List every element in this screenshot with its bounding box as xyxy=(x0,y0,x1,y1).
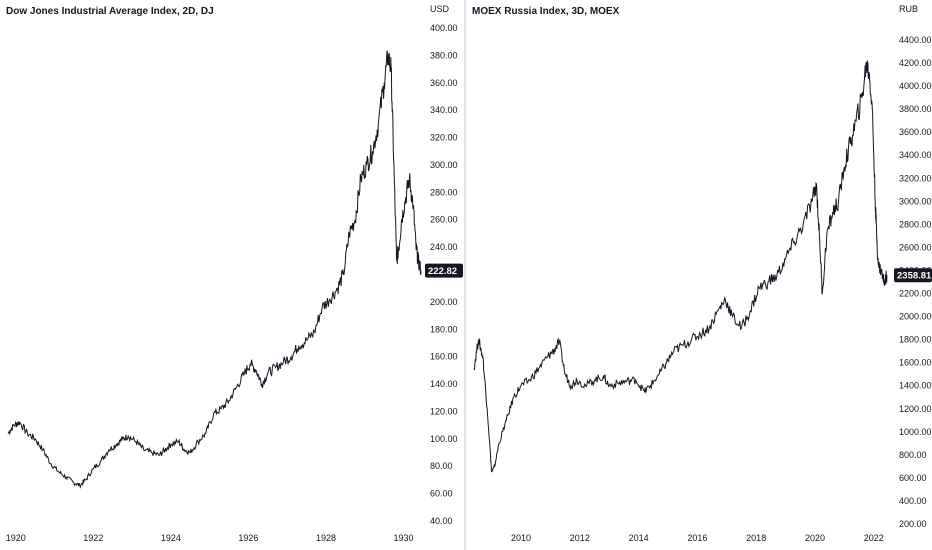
y-tick-label: 1400.00 xyxy=(899,381,932,391)
y-tick-label: 2200.00 xyxy=(899,289,932,299)
dow-jones-chart-panel[interactable]: Dow Jones Industrial Average Index, 2D, … xyxy=(0,0,464,550)
y-tick-label: 40.00 xyxy=(430,516,453,526)
y-tick-label: 2800.00 xyxy=(899,219,932,229)
last-price-badge xyxy=(425,263,463,278)
y-tick-label: 200.00 xyxy=(899,519,927,529)
y-tick-label: 1200.00 xyxy=(899,404,932,414)
y-tick-label: 400.00 xyxy=(899,496,927,506)
panel-divider[interactable] xyxy=(464,0,466,550)
y-tick-label: 200.00 xyxy=(430,297,458,307)
x-tick-label: 2018 xyxy=(746,533,766,543)
y-tick-label: 1600.00 xyxy=(899,358,932,368)
moex-chart[interactable]: RUB 4400.00 4200.00 4000.00 3800.00 3600.00 34… xyxy=(466,0,932,550)
y-tick-label: 3400.00 xyxy=(899,150,932,160)
x-tick-label: 2016 xyxy=(687,533,707,543)
y-tick-label: 3200.00 xyxy=(899,173,932,183)
x-tick-label: 1922 xyxy=(83,533,103,543)
y-tick-label: 100.00 xyxy=(430,434,458,444)
price-series-line xyxy=(7,50,422,489)
x-tick-label: 2012 xyxy=(570,533,590,543)
y-tick-label: 380.00 xyxy=(430,50,458,60)
y-tick-label: 240.00 xyxy=(430,242,458,252)
y-tick-label: 4400.00 xyxy=(899,35,932,45)
y-tick-label: 1000.00 xyxy=(899,427,932,437)
x-tick-label: 1924 xyxy=(161,533,181,543)
y-tick-label: 3000.00 xyxy=(899,196,932,206)
x-tick-label: 2022 xyxy=(864,533,884,543)
last-price-value: 222.82 xyxy=(428,266,457,277)
price-series-line xyxy=(473,60,888,473)
x-tick-label: 1928 xyxy=(316,533,336,543)
x-tick-label: 2020 xyxy=(805,533,825,543)
y-tick-label: 2000.00 xyxy=(899,312,932,322)
x-tick-label: 1926 xyxy=(238,533,258,543)
dow-jones-chart[interactable]: USD 400.00 380.00 360.00 340.00 320.00 300.00 2… xyxy=(0,0,464,550)
y-tick-label: 340.00 xyxy=(430,105,458,115)
y-tick-label: 160.00 xyxy=(430,352,458,362)
y-tick-label: 320.00 xyxy=(430,133,458,143)
moex-chart-panel[interactable]: MOEX Russia Index, 3D, MOEX RUB 4400.00 42… xyxy=(466,0,932,550)
y-tick-label: 600.00 xyxy=(899,473,927,483)
x-tick-label: 2014 xyxy=(629,533,649,543)
axis-unit-label: USD xyxy=(430,4,450,14)
x-tick-label: 2010 xyxy=(511,533,531,543)
y-tick-label: 80.00 xyxy=(430,461,453,471)
last-price-tag: 2358.81 xyxy=(894,268,932,283)
y-tick-label: 300.00 xyxy=(430,160,458,170)
chart-title: MOEX Russia Index, 3D, MOEX xyxy=(472,6,620,17)
y-tick-label: 4000.00 xyxy=(899,81,932,91)
y-tick-label: 60.00 xyxy=(430,489,453,499)
y-tick-label: 3600.00 xyxy=(899,127,932,137)
last-price-tag: 222.82 xyxy=(425,263,463,278)
chart-title: Dow Jones Industrial Average Index, 2D, … xyxy=(6,6,214,17)
last-price-badge xyxy=(894,268,932,283)
y-tick-label: 120.00 xyxy=(430,406,458,416)
y-tick-label: 2600.00 xyxy=(899,242,932,252)
y-tick-label: 800.00 xyxy=(899,450,927,460)
y-tick-label: 280.00 xyxy=(430,187,458,197)
y-tick-label: 260.00 xyxy=(430,215,458,225)
axis-unit-label: RUB xyxy=(899,4,918,14)
y-tick-label: 360.00 xyxy=(430,78,458,88)
y-tick-label: 180.00 xyxy=(430,324,458,334)
x-tick-label: 1920 xyxy=(6,533,26,543)
y-tick-label: 3800.00 xyxy=(899,104,932,114)
y-tick-label: 1800.00 xyxy=(899,335,932,345)
last-price-value: 2358.81 xyxy=(897,271,932,282)
y-tick-label: 140.00 xyxy=(430,379,458,389)
x-tick-label: 1930 xyxy=(394,533,414,543)
y-tick-label: 4200.00 xyxy=(899,58,932,68)
y-tick-label: 400.00 xyxy=(430,23,458,33)
